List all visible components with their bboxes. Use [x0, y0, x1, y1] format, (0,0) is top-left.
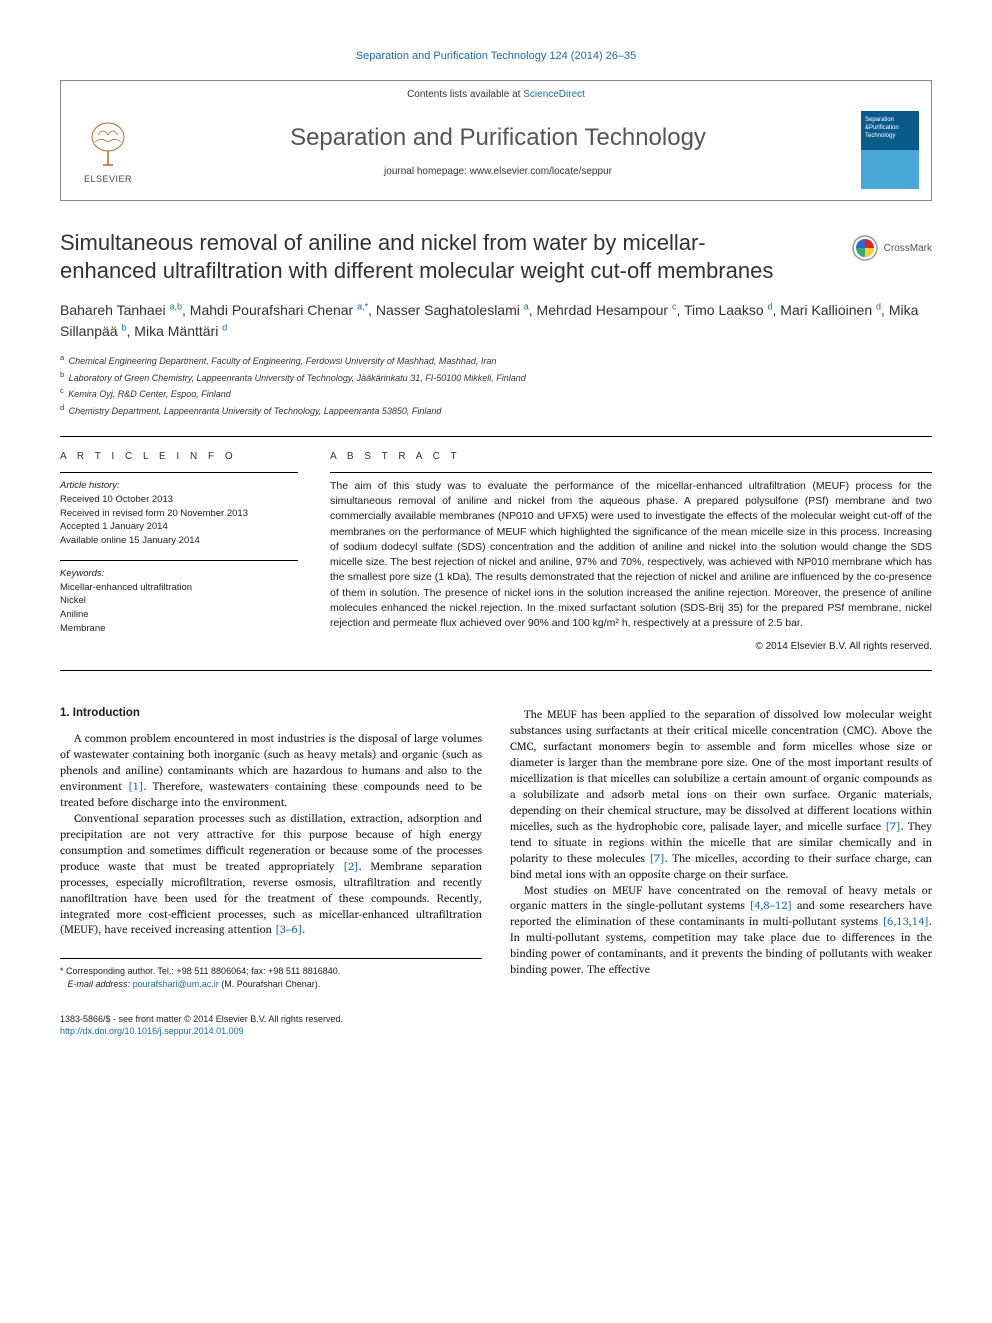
body-paragraph: A common problem encountered in most ind…	[60, 731, 482, 811]
section-1-heading: 1. Introduction	[60, 707, 482, 719]
article-title: Simultaneous removal of aniline and nick…	[60, 229, 800, 284]
abstract-heading: A B S T R A C T	[330, 451, 932, 462]
page-root: Separation and Purification Technology 1…	[0, 0, 992, 1078]
corr-text: Corresponding author. Tel.: +98 511 8806…	[66, 966, 340, 976]
author-list: Bahareh Tanhaei a,b, Mahdi Pourafshari C…	[60, 300, 932, 342]
history-line: Accepted 1 January 2014	[60, 521, 168, 532]
abstract-rule	[330, 472, 932, 473]
elsevier-tree-icon	[83, 117, 133, 172]
history-line: Received 10 October 2013	[60, 494, 173, 505]
history-line: Available online 15 January 2014	[60, 535, 200, 546]
footer-issn-line: 1383-5866/$ - see front matter © 2014 El…	[60, 1013, 932, 1026]
article-info-column: A R T I C L E I N F O Article history: R…	[60, 451, 298, 652]
article-history: Article history: Received 10 October 201…	[60, 479, 298, 548]
article-header: Simultaneous removal of aniline and nick…	[60, 229, 932, 418]
history-line: Received in revised form 20 November 201…	[60, 508, 248, 519]
journal-name: Separation and Purification Technology	[143, 124, 853, 152]
affiliation-line: a Chemical Engineering Department, Facul…	[60, 352, 932, 369]
body-paragraph: Most studies on MEUF have concentrated o…	[510, 883, 932, 979]
keywords-block: Keywords: Micellar-enhanced ultrafiltrat…	[60, 567, 298, 636]
affiliation-line: b Laboratory of Green Chemistry, Lappeen…	[60, 369, 932, 386]
divider-top	[60, 436, 932, 437]
homepage-prefix: journal homepage:	[384, 166, 470, 177]
abstract-text: The aim of this study was to evaluate th…	[330, 479, 932, 631]
journal-header: Contents lists available at ScienceDirec…	[60, 80, 932, 201]
page-footer: 1383-5866/$ - see front matter © 2014 El…	[60, 1013, 932, 1038]
cover-line1: Separation	[865, 117, 899, 125]
divider-bottom	[60, 670, 932, 671]
publisher-logo: ELSEVIER	[73, 110, 143, 190]
history-label: Article history:	[60, 480, 120, 491]
journal-homepage-line: journal homepage: www.elsevier.com/locat…	[143, 166, 853, 177]
keyword: Nickel	[60, 595, 86, 606]
cover-line2: &Purification	[865, 125, 899, 133]
title-row: Simultaneous removal of aniline and nick…	[60, 229, 932, 284]
publisher-name: ELSEVIER	[84, 174, 132, 184]
journal-cover-thumbnail: Separation &Purification Technology	[861, 111, 919, 189]
keyword: Aniline	[60, 609, 89, 620]
body-columns: 1. Introduction A common problem encount…	[60, 707, 932, 990]
info-rule-1	[60, 472, 298, 473]
header-middle-row: ELSEVIER Separation and Purification Tec…	[61, 104, 931, 200]
journal-citation: Separation and Purification Technology 1…	[60, 50, 932, 62]
footer-doi-link[interactable]: http://dx.doi.org/10.1016/j.seppur.2014.…	[60, 1026, 244, 1036]
corr-email-link[interactable]: pourafshari@um.ac.ir	[133, 979, 219, 989]
email-owner: (M. Pourafshari Chenar).	[221, 979, 320, 989]
contents-available-line: Contents lists available at ScienceDirec…	[61, 81, 931, 104]
keyword: Membrane	[60, 623, 105, 634]
info-abstract-row: A R T I C L E I N F O Article history: R…	[60, 451, 932, 652]
body-paragraph: The MEUF has been applied to the separat…	[510, 707, 932, 882]
column-right: The MEUF has been applied to the separat…	[510, 707, 932, 990]
copyright-line: © 2014 Elsevier B.V. All rights reserved…	[330, 641, 932, 652]
homepage-url: www.elsevier.com/locate/seppur	[470, 166, 612, 177]
affiliation-list: a Chemical Engineering Department, Facul…	[60, 352, 932, 418]
contents-prefix: Contents lists available at	[407, 89, 523, 100]
column-left: 1. Introduction A common problem encount…	[60, 707, 482, 990]
sciencedirect-link[interactable]: ScienceDirect	[523, 89, 585, 100]
cover-thumb-text: Separation &Purification Technology	[865, 117, 899, 140]
affiliation-line: d Chemistry Department, Lappeenranta Uni…	[60, 402, 932, 419]
article-info-heading: A R T I C L E I N F O	[60, 451, 298, 462]
email-label: E-mail address:	[68, 979, 131, 989]
corresponding-author-note: * Corresponding author. Tel.: +98 511 88…	[60, 958, 482, 990]
journal-title-block: Separation and Purification Technology j…	[143, 124, 853, 177]
keyword: Micellar-enhanced ultrafiltration	[60, 582, 192, 593]
abstract-column: A B S T R A C T The aim of this study wa…	[330, 451, 932, 652]
cover-line3: Technology	[865, 133, 899, 141]
body-paragraph: Conventional separation processes such a…	[60, 811, 482, 939]
affiliation-line: c Kemira Oyj, R&D Center, Espoo, Finland	[60, 385, 932, 402]
crossmark-badge[interactable]: CrossMark	[852, 235, 932, 261]
crossmark-icon	[852, 235, 878, 261]
corr-marker: *	[60, 966, 64, 976]
info-rule-2	[60, 560, 298, 561]
crossmark-label: CrossMark	[884, 243, 932, 254]
keywords-label: Keywords:	[60, 568, 104, 579]
